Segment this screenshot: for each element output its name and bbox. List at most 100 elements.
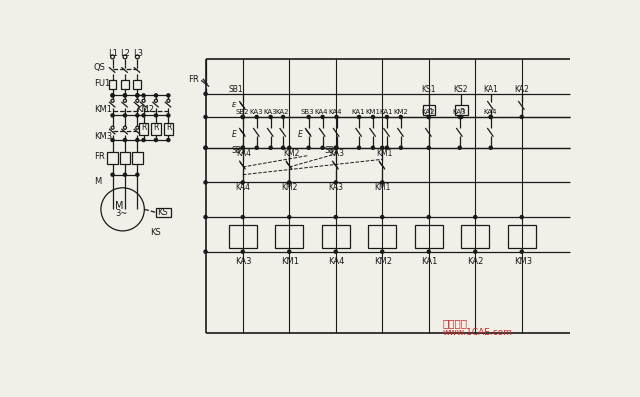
Text: KA4: KA4: [329, 108, 342, 115]
Circle shape: [288, 216, 291, 219]
Bar: [229, 225, 257, 248]
Text: KM1: KM1: [282, 257, 300, 266]
Circle shape: [288, 250, 291, 253]
Circle shape: [111, 94, 114, 97]
Bar: [134, 80, 141, 89]
Circle shape: [255, 146, 259, 149]
Circle shape: [381, 181, 384, 184]
Bar: [120, 152, 131, 164]
Circle shape: [154, 139, 157, 142]
Circle shape: [282, 146, 285, 149]
Bar: [109, 80, 116, 89]
Circle shape: [307, 116, 310, 118]
Text: M: M: [94, 177, 101, 186]
Circle shape: [167, 139, 170, 142]
Text: KS2: KS2: [454, 85, 468, 94]
Text: KM3: KM3: [514, 257, 532, 266]
Circle shape: [142, 139, 145, 142]
Circle shape: [288, 146, 291, 149]
Circle shape: [428, 116, 430, 118]
Text: KA4: KA4: [237, 149, 252, 158]
Circle shape: [154, 114, 157, 117]
Text: KA1: KA1: [379, 108, 393, 115]
Text: QS: QS: [94, 63, 106, 72]
Circle shape: [489, 146, 492, 149]
Text: KM2: KM2: [136, 105, 154, 114]
Text: KA3: KA3: [235, 257, 252, 266]
Circle shape: [335, 116, 338, 118]
Bar: [132, 152, 143, 164]
Circle shape: [136, 94, 139, 97]
Bar: [151, 123, 161, 135]
Bar: [368, 225, 396, 248]
Circle shape: [334, 146, 337, 149]
Circle shape: [124, 114, 127, 117]
Bar: [461, 225, 489, 248]
Text: KA2: KA2: [467, 257, 484, 266]
Text: KM2: KM2: [282, 183, 298, 191]
Circle shape: [474, 216, 477, 219]
Circle shape: [334, 181, 337, 184]
Text: M: M: [115, 201, 124, 211]
Circle shape: [204, 216, 207, 219]
Text: KM1: KM1: [376, 149, 392, 158]
Circle shape: [241, 116, 244, 118]
Circle shape: [321, 146, 324, 149]
Text: KA1: KA1: [483, 85, 498, 94]
Text: KM2: KM2: [283, 149, 300, 158]
Circle shape: [460, 116, 463, 118]
Text: KA2: KA2: [421, 108, 435, 115]
Text: R: R: [141, 123, 147, 132]
Circle shape: [399, 146, 403, 149]
Circle shape: [269, 116, 272, 118]
Circle shape: [111, 114, 114, 117]
Circle shape: [111, 173, 114, 176]
Circle shape: [241, 181, 244, 184]
Text: KA1: KA1: [421, 257, 437, 266]
Circle shape: [428, 116, 430, 118]
Circle shape: [136, 173, 139, 176]
Bar: [275, 225, 303, 248]
Circle shape: [136, 139, 139, 142]
Text: KA3: KA3: [330, 149, 344, 158]
Circle shape: [458, 146, 461, 149]
Circle shape: [282, 116, 285, 118]
Text: FR: FR: [94, 152, 105, 162]
Text: L2: L2: [120, 49, 130, 58]
Text: KS: KS: [150, 228, 161, 237]
Circle shape: [124, 94, 127, 97]
Text: KA2: KA2: [275, 108, 289, 115]
Circle shape: [111, 94, 114, 97]
Bar: [415, 225, 443, 248]
Circle shape: [124, 139, 127, 142]
Text: KA4: KA4: [328, 257, 344, 266]
Bar: [164, 123, 173, 135]
Circle shape: [124, 173, 127, 176]
Text: R: R: [154, 123, 159, 132]
Text: KA3: KA3: [328, 183, 343, 191]
Circle shape: [269, 146, 272, 149]
Text: KA3: KA3: [263, 108, 276, 115]
Circle shape: [241, 116, 244, 118]
Text: KA4: KA4: [315, 108, 328, 115]
Circle shape: [489, 116, 492, 118]
Circle shape: [288, 181, 291, 184]
Text: n: n: [460, 106, 465, 114]
Circle shape: [241, 216, 244, 219]
Circle shape: [520, 216, 524, 219]
Text: 3~: 3~: [116, 209, 128, 218]
Circle shape: [474, 250, 477, 253]
Circle shape: [385, 116, 388, 118]
Text: E: E: [232, 130, 237, 139]
Circle shape: [371, 146, 374, 149]
Circle shape: [241, 146, 244, 149]
Circle shape: [204, 181, 207, 184]
Text: KA1: KA1: [351, 108, 365, 115]
Circle shape: [399, 116, 403, 118]
Text: FR: FR: [189, 75, 199, 85]
Text: L1: L1: [108, 49, 118, 58]
Circle shape: [458, 116, 461, 118]
Text: KA4: KA4: [235, 183, 250, 191]
Text: L3: L3: [132, 49, 143, 58]
Text: SB1: SB1: [229, 85, 243, 94]
